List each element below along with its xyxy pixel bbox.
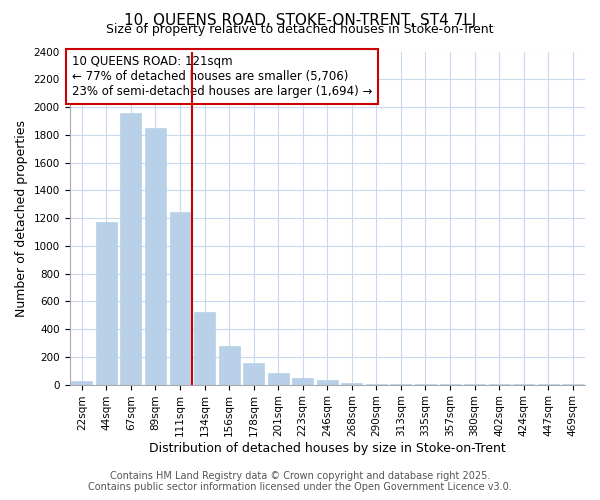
Bar <box>243 363 264 384</box>
Bar <box>292 378 313 384</box>
Y-axis label: Number of detached properties: Number of detached properties <box>15 120 28 316</box>
Bar <box>145 128 166 384</box>
Text: 10 QUEENS ROAD: 121sqm
← 77% of detached houses are smaller (5,706)
23% of semi-: 10 QUEENS ROAD: 121sqm ← 77% of detached… <box>72 55 373 98</box>
Text: Contains HM Land Registry data © Crown copyright and database right 2025.
Contai: Contains HM Land Registry data © Crown c… <box>88 471 512 492</box>
Text: Size of property relative to detached houses in Stoke-on-Trent: Size of property relative to detached ho… <box>106 22 494 36</box>
Bar <box>194 312 215 384</box>
Bar <box>170 212 190 384</box>
X-axis label: Distribution of detached houses by size in Stoke-on-Trent: Distribution of detached houses by size … <box>149 442 506 455</box>
Text: 10, QUEENS ROAD, STOKE-ON-TRENT, ST4 7LJ: 10, QUEENS ROAD, STOKE-ON-TRENT, ST4 7LJ <box>124 12 476 28</box>
Bar <box>121 112 142 384</box>
Bar <box>71 381 92 384</box>
Bar <box>341 383 362 384</box>
Bar <box>317 380 338 384</box>
Bar <box>96 222 117 384</box>
Bar <box>268 373 289 384</box>
Bar <box>218 346 239 385</box>
